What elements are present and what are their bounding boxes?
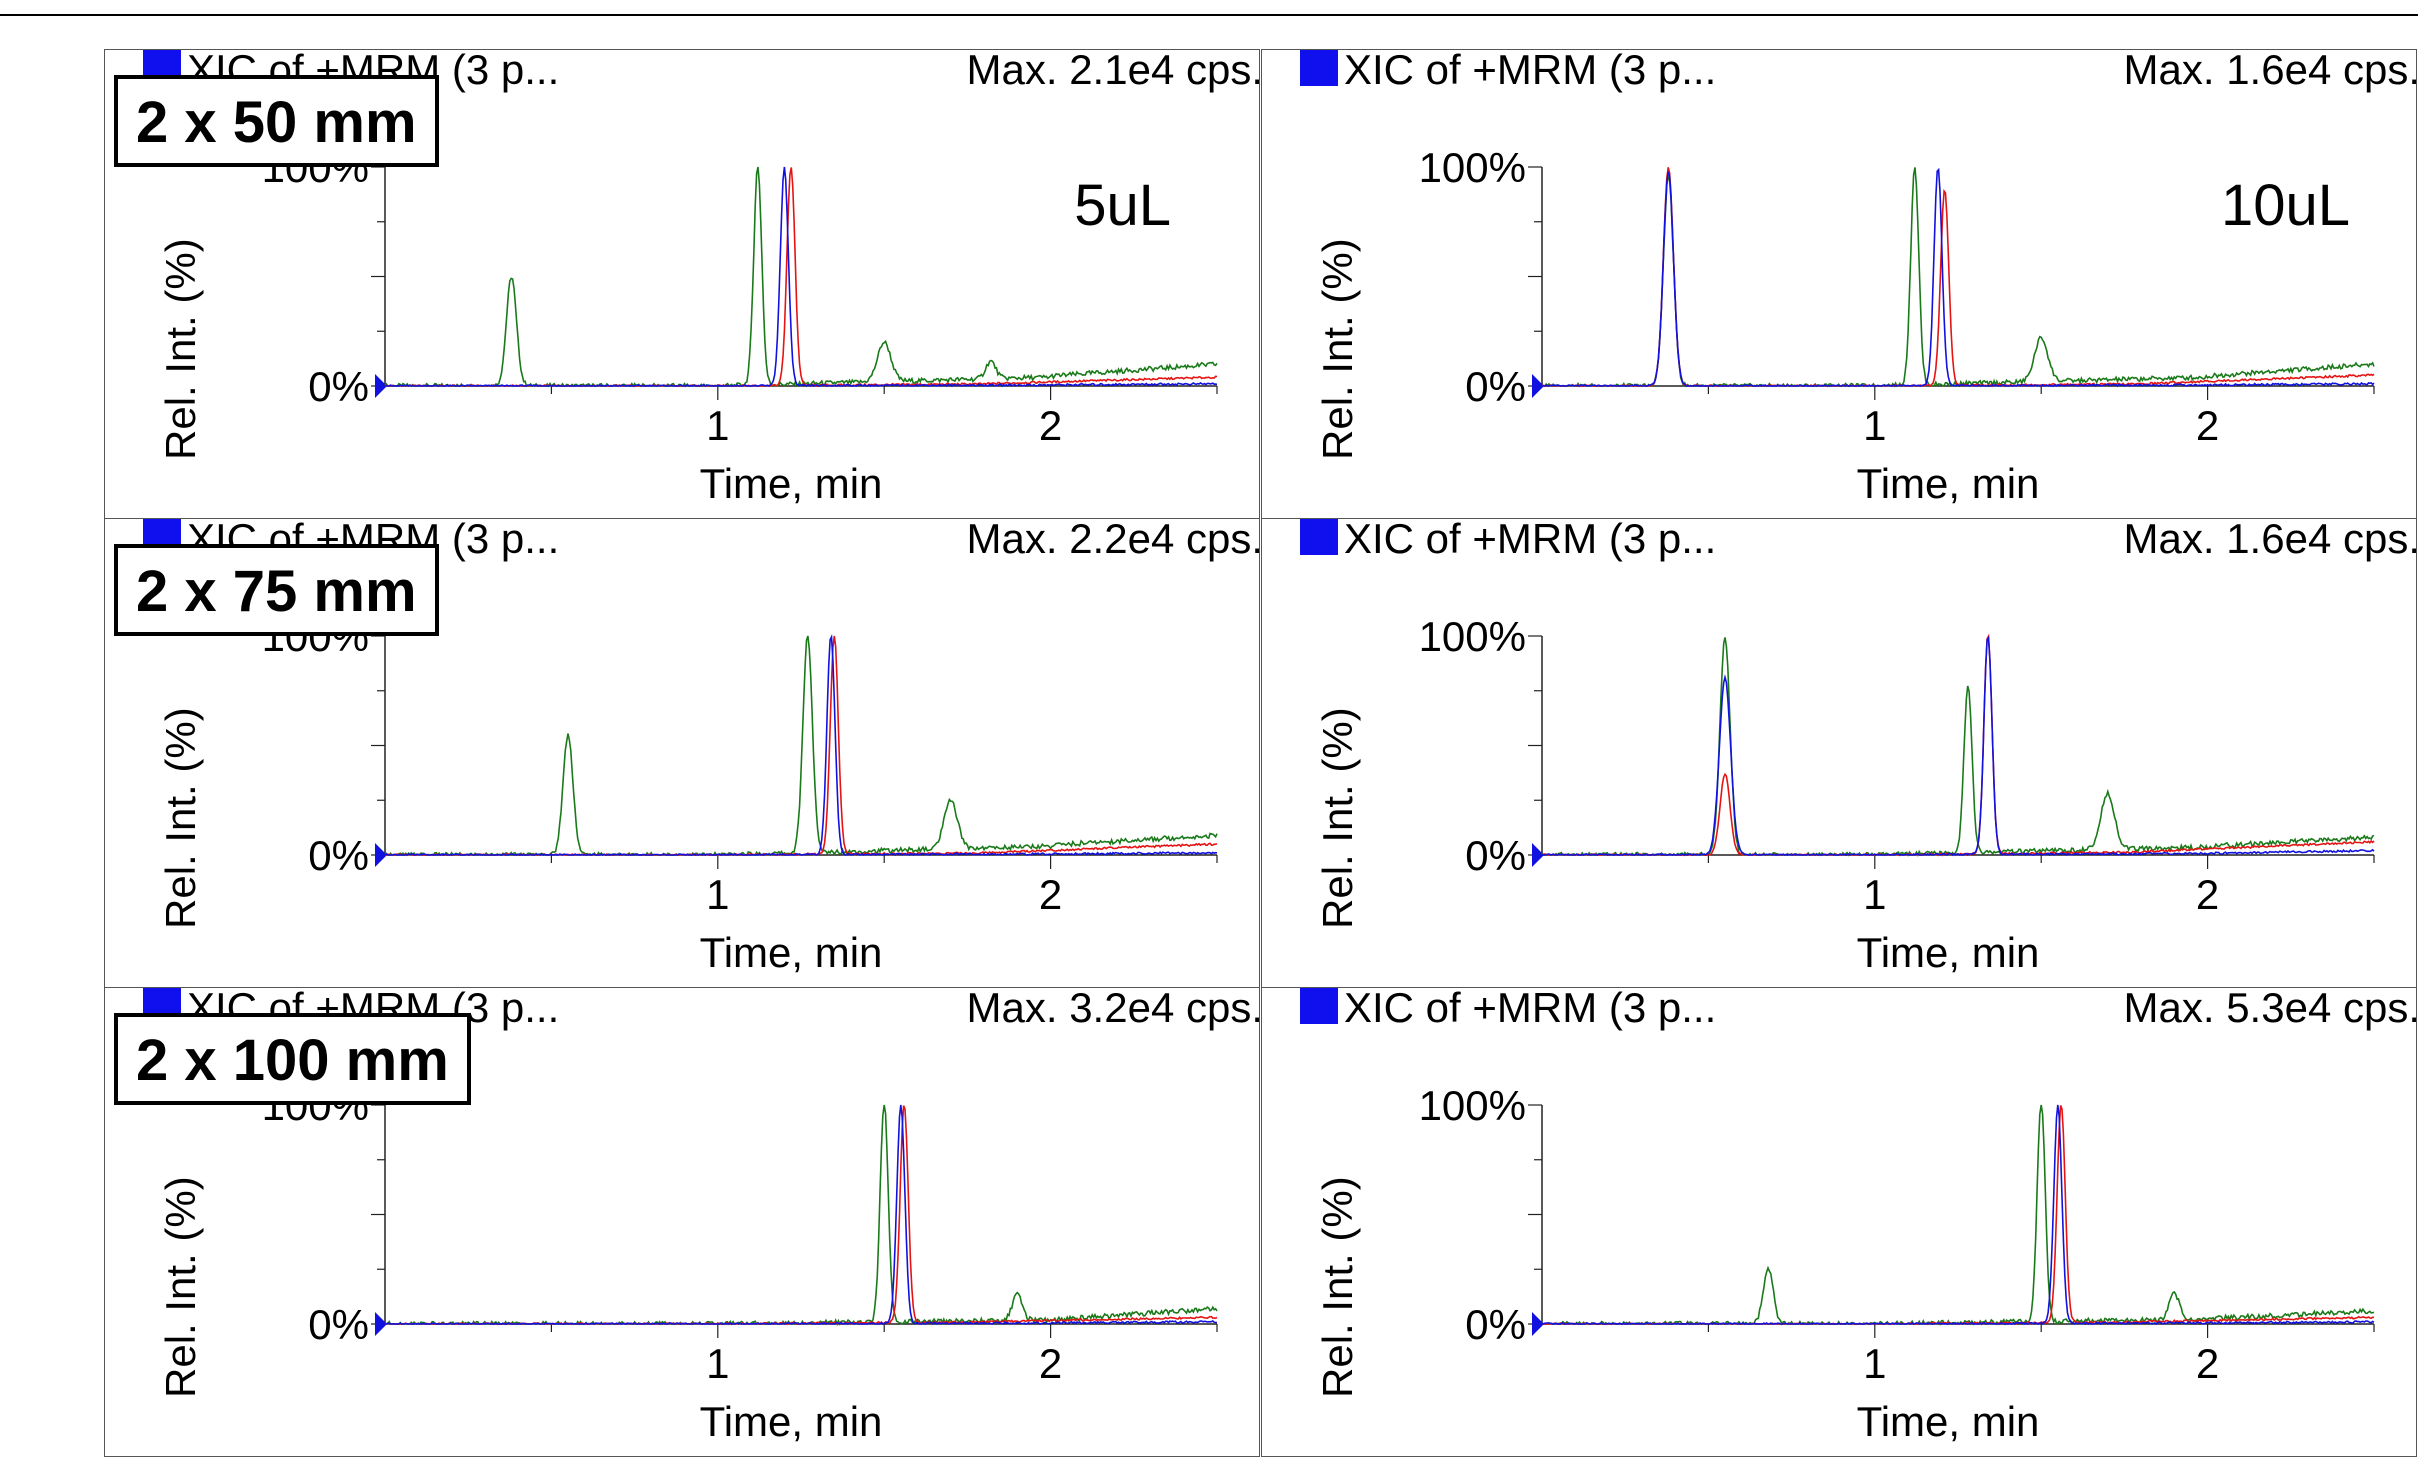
x-tick-label: 1 <box>706 871 729 918</box>
chromatogram-panel: 100% 0% 1 2 Time, min XIC of +MRM (3 p... Max.… <box>1261 518 2417 988</box>
column-size-label: 2 x 100 mm <box>114 1013 471 1105</box>
chromatogram-grid: 100% 0% 1 2 Time, min XIC of +MRM (3 p... Max.… <box>104 49 2418 1457</box>
baseline-marker <box>375 1312 387 1336</box>
trace-red <box>384 1105 1218 1326</box>
baseline-marker <box>1532 1312 1544 1336</box>
x-axis-label: Time, min <box>700 1398 883 1445</box>
x-tick-label: 2 <box>1039 871 1062 918</box>
x-tick-label: 1 <box>1863 402 1886 449</box>
baseline-marker <box>375 374 387 398</box>
trace-red <box>1542 633 2375 857</box>
chromatogram-panel: 100% 0% 1 2 Time, min XIC of +MRM (3 p... Max.… <box>104 49 1260 519</box>
trace-red <box>385 635 1218 857</box>
max-intensity-label: Max. 3.2e4 cps. <box>966 987 1260 1031</box>
trace-blue <box>385 1104 1217 1326</box>
y-tick-label: 0% <box>308 363 369 410</box>
y-tick-label: 100% <box>1419 1082 1526 1129</box>
x-tick-label: 2 <box>2196 1340 2219 1387</box>
trace-blue <box>384 633 1218 857</box>
max-intensity-label: Max. 1.6e4 cps. <box>2123 49 2417 93</box>
trace-blue <box>1542 167 2375 388</box>
legend-square <box>1300 988 1338 1024</box>
x-tick-label: 2 <box>2196 871 2219 918</box>
y-axis-label: Rel. Int. (%) <box>1314 238 1361 460</box>
baseline-marker <box>1532 374 1544 398</box>
trace-green <box>1541 637 2375 857</box>
y-tick-label: 0% <box>1465 832 1526 879</box>
x-tick-label: 2 <box>2196 402 2219 449</box>
trace-blue <box>1541 635 2375 857</box>
x-tick-label: 1 <box>1863 1340 1886 1387</box>
baseline-marker <box>375 843 387 867</box>
legend-square <box>1300 50 1338 86</box>
max-intensity-label: Max. 2.2e4 cps. <box>966 518 1260 562</box>
x-axis-label: Time, min <box>700 929 883 976</box>
chromatogram-plot: 100% 0% 1 2 Time, min <box>1419 1082 2375 1445</box>
trace-red <box>1541 1105 2375 1325</box>
trace-green <box>384 635 1218 857</box>
panel-title: XIC of +MRM (3 p... <box>1344 987 1717 1031</box>
x-axis-label: Time, min <box>1857 460 2040 507</box>
panel-title: XIC of +MRM (3 p... <box>1344 518 1717 562</box>
y-tick-label: 0% <box>308 832 369 879</box>
y-axis-label: Rel. Int. (%) <box>157 238 204 460</box>
y-tick-label: 100% <box>1419 144 1526 191</box>
x-tick-label: 1 <box>706 402 729 449</box>
column-size-label: 2 x 75 mm <box>114 544 439 636</box>
panel-title: XIC of +MRM (3 p... <box>1344 49 1717 93</box>
y-tick-label: 0% <box>308 1301 369 1348</box>
legend-square <box>1300 519 1338 555</box>
y-axis-label: Rel. Int. (%) <box>157 1176 204 1398</box>
y-axis-label: Rel. Int. (%) <box>157 707 204 929</box>
y-tick-label: 0% <box>1465 363 1526 410</box>
chromatogram-plot: 100% 0% 1 2 Time, min <box>1419 144 2375 507</box>
y-axis-label: Rel. Int. (%) <box>1314 707 1361 929</box>
volume-label: 5uL <box>1074 173 1171 238</box>
y-tick-label: 100% <box>1419 613 1526 660</box>
max-intensity-label: Max. 1.6e4 cps. <box>2123 518 2417 562</box>
baseline-marker <box>1532 843 1544 867</box>
chromatogram-panel: 100% 0% 1 2 Time, min XIC of +MRM (3 p... Max.… <box>1261 987 2417 1457</box>
column-size-label: 2 x 50 mm <box>114 75 439 167</box>
max-intensity-label: Max. 5.3e4 cps. <box>2123 987 2417 1031</box>
x-axis-label: Time, min <box>1857 929 2040 976</box>
x-tick-label: 1 <box>1863 871 1886 918</box>
trace-green <box>385 1104 1218 1327</box>
trace-blue <box>385 166 1218 388</box>
max-intensity-label: Max. 2.1e4 cps. <box>966 49 1260 93</box>
y-axis-label: Rel. Int. (%) <box>1314 1176 1361 1398</box>
trace-blue <box>1541 1104 2375 1326</box>
chromatogram-plot: 100% 0% 1 2 Time, min <box>1419 613 2375 976</box>
x-axis-label: Time, min <box>1857 1398 2040 1445</box>
x-tick-label: 2 <box>1039 1340 1062 1387</box>
chromatogram-panel: 100% 0% 1 2 Time, min XIC of +MRM (3 p... Max.… <box>1261 49 2417 519</box>
trace-green <box>1541 1104 2375 1326</box>
x-tick-label: 1 <box>706 1340 729 1387</box>
x-tick-label: 2 <box>1039 402 1062 449</box>
top-rule <box>0 14 2418 16</box>
volume-label: 10uL <box>2220 173 2350 238</box>
y-tick-label: 0% <box>1465 1301 1526 1348</box>
x-axis-label: Time, min <box>700 460 883 507</box>
